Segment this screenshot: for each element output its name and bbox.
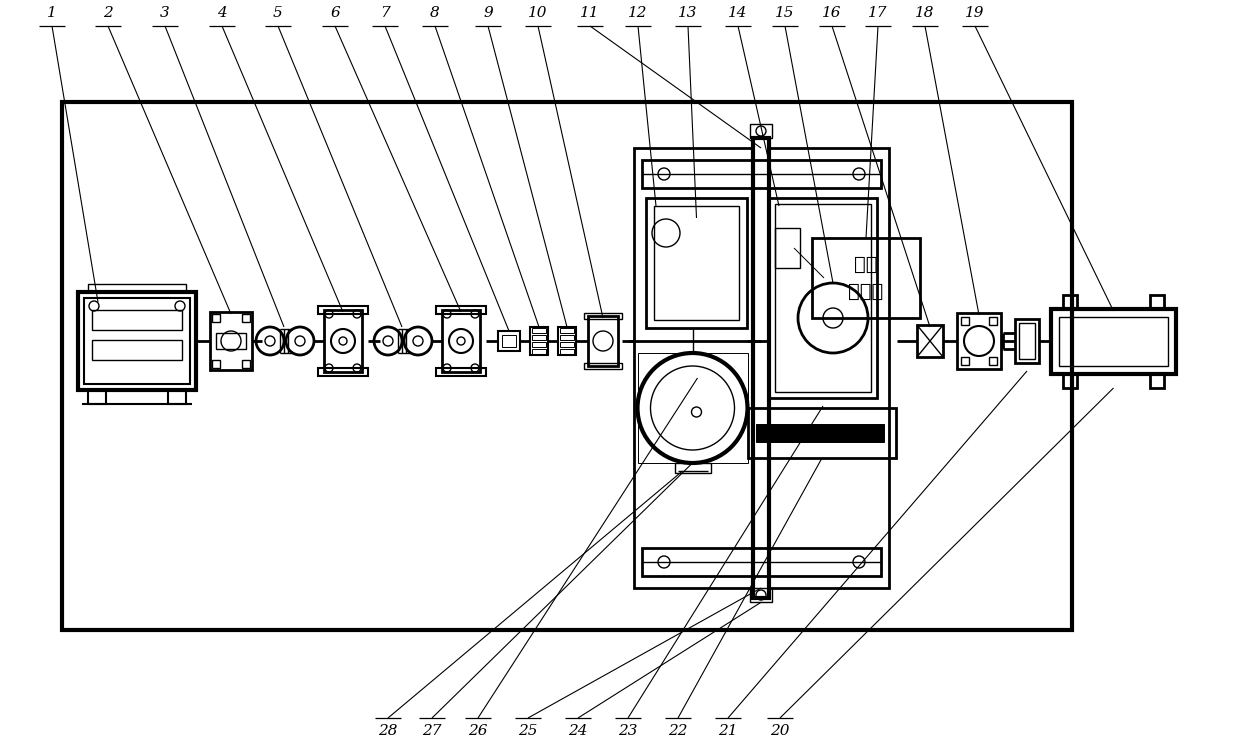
Bar	[212, 360, 219, 368]
Bar	[775, 228, 800, 268]
Bar	[753, 138, 769, 598]
Text: 16: 16	[822, 6, 842, 20]
Bar	[748, 408, 897, 458]
Bar	[1149, 374, 1164, 388]
Bar	[84, 298, 190, 384]
Bar	[436, 306, 486, 314]
Bar	[1052, 309, 1176, 374]
Text: 温度
控制柜: 温度 控制柜	[848, 255, 884, 301]
Bar	[812, 238, 920, 318]
Bar	[1016, 319, 1039, 363]
Bar	[242, 314, 250, 322]
Bar	[78, 292, 196, 390]
Bar	[918, 325, 942, 357]
Bar	[441, 310, 480, 372]
Text: 12: 12	[629, 6, 647, 20]
Bar	[92, 340, 182, 360]
Bar	[502, 335, 516, 347]
Bar	[560, 349, 574, 354]
Bar	[92, 310, 182, 330]
Text: 5: 5	[273, 6, 283, 20]
Bar	[1063, 295, 1078, 309]
Bar	[637, 353, 748, 463]
Bar	[750, 124, 773, 138]
Text: 26: 26	[469, 724, 487, 738]
Bar	[584, 313, 622, 319]
Bar	[62, 102, 1073, 630]
Text: 14: 14	[728, 6, 748, 20]
Bar	[1019, 323, 1035, 359]
Bar	[532, 328, 546, 333]
Text: 19: 19	[965, 6, 985, 20]
Bar	[653, 206, 739, 320]
Text: 13: 13	[678, 6, 698, 20]
Bar	[646, 198, 746, 328]
Text: 18: 18	[915, 6, 935, 20]
Text: 15: 15	[775, 6, 795, 20]
Text: 27: 27	[423, 724, 441, 738]
Bar	[588, 316, 618, 366]
Bar	[1149, 295, 1164, 309]
Bar	[1063, 374, 1078, 388]
Bar	[532, 335, 546, 340]
Bar	[212, 314, 219, 322]
Bar	[990, 357, 997, 365]
Text: 6: 6	[330, 6, 340, 20]
Bar	[675, 463, 711, 473]
Bar	[498, 331, 520, 351]
Text: 17: 17	[868, 6, 888, 20]
Bar	[560, 328, 574, 333]
Bar	[324, 310, 362, 372]
Bar	[88, 284, 186, 292]
Text: 25: 25	[518, 724, 538, 738]
Bar	[634, 148, 889, 588]
Text: 2: 2	[103, 6, 113, 20]
Text: 10: 10	[528, 6, 548, 20]
Bar	[775, 204, 870, 392]
Text: 23: 23	[619, 724, 637, 738]
Bar	[167, 390, 186, 404]
Bar	[642, 160, 880, 188]
Text: 20: 20	[770, 724, 790, 738]
Text: 24: 24	[568, 724, 588, 738]
Bar	[961, 357, 968, 365]
Bar	[584, 363, 622, 369]
Bar	[961, 317, 968, 325]
Bar	[1059, 317, 1168, 366]
Bar	[436, 368, 486, 376]
Bar	[317, 368, 368, 376]
Text: 1: 1	[47, 6, 57, 20]
Text: 3: 3	[160, 6, 170, 20]
Text: 7: 7	[381, 6, 389, 20]
Text: 9: 9	[484, 6, 492, 20]
Bar	[532, 349, 546, 354]
Bar	[642, 548, 880, 576]
Bar	[88, 390, 105, 404]
Bar	[560, 342, 574, 347]
Bar	[216, 333, 246, 349]
Text: 22: 22	[668, 724, 688, 738]
Bar	[210, 312, 252, 370]
Bar	[529, 327, 548, 355]
Bar	[756, 424, 884, 442]
Text: 4: 4	[217, 6, 227, 20]
Text: 21: 21	[718, 724, 738, 738]
Bar	[750, 588, 773, 602]
Text: 28: 28	[378, 724, 398, 738]
Bar	[990, 317, 997, 325]
Bar	[957, 313, 1001, 369]
Bar	[242, 360, 250, 368]
Bar	[769, 198, 877, 398]
Text: 11: 11	[580, 6, 600, 20]
Bar	[560, 335, 574, 340]
Text: 电化学工作站: 电化学工作站	[807, 424, 867, 442]
Bar	[558, 327, 577, 355]
Text: 8: 8	[430, 6, 440, 20]
Bar	[317, 306, 368, 314]
Bar	[532, 342, 546, 347]
